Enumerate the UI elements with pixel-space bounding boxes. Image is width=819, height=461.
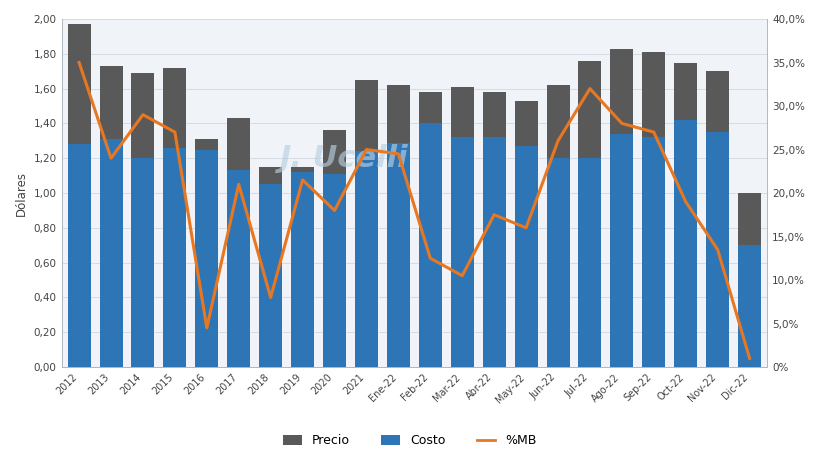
%MB <box>329 207 339 213</box>
Bar <box>291 172 314 367</box>
Bar <box>195 149 218 367</box>
%MB <box>201 325 211 331</box>
Bar <box>450 87 473 367</box>
Bar <box>99 66 122 367</box>
Bar <box>67 144 90 367</box>
%MB <box>584 86 594 91</box>
Bar <box>514 146 537 367</box>
%MB <box>521 225 531 230</box>
Bar <box>577 158 600 367</box>
Bar <box>323 174 346 367</box>
Bar <box>355 151 378 367</box>
Bar <box>705 71 728 367</box>
%MB <box>553 138 563 143</box>
%MB <box>74 60 84 65</box>
Bar <box>131 73 154 367</box>
Bar <box>737 193 760 367</box>
Bar <box>387 142 410 367</box>
Bar <box>99 139 122 367</box>
%MB <box>138 112 147 118</box>
%MB <box>489 212 499 218</box>
Bar <box>355 80 378 367</box>
Bar <box>641 52 664 367</box>
%MB <box>425 255 435 261</box>
Bar <box>641 137 664 367</box>
Bar <box>163 68 186 367</box>
%MB <box>361 147 371 152</box>
Bar <box>67 24 90 367</box>
Line: %MB: %MB <box>79 63 749 358</box>
Bar <box>450 137 473 367</box>
Bar <box>577 61 600 367</box>
Bar <box>482 137 505 367</box>
Text: J. Ucelli: J. Ucelli <box>279 144 408 173</box>
Bar <box>291 167 314 367</box>
Bar <box>514 101 537 367</box>
Bar <box>545 158 569 367</box>
%MB <box>265 295 275 300</box>
%MB <box>616 121 626 126</box>
Bar <box>673 63 696 367</box>
%MB <box>106 155 115 161</box>
Y-axis label: Dólares: Dólares <box>15 171 28 215</box>
%MB <box>712 247 722 252</box>
Bar <box>131 158 154 367</box>
Bar <box>419 124 441 367</box>
Bar <box>673 120 696 367</box>
%MB <box>233 182 243 187</box>
%MB <box>648 130 658 135</box>
Bar <box>227 171 250 367</box>
Bar <box>323 130 346 367</box>
%MB <box>297 177 307 183</box>
%MB <box>170 130 179 135</box>
%MB <box>393 151 403 157</box>
Bar <box>227 118 250 367</box>
Bar <box>609 48 632 367</box>
%MB <box>457 273 467 278</box>
Bar <box>419 92 441 367</box>
Bar <box>545 85 569 367</box>
%MB <box>680 199 690 205</box>
Bar <box>259 184 282 367</box>
Bar <box>482 92 505 367</box>
Bar <box>737 245 760 367</box>
Bar <box>609 134 632 367</box>
%MB <box>744 355 753 361</box>
Bar <box>163 148 186 367</box>
Bar <box>705 132 728 367</box>
Bar <box>259 167 282 367</box>
Legend: Precio, Costo, %MB: Precio, Costo, %MB <box>278 430 541 452</box>
Bar <box>387 85 410 367</box>
Bar <box>195 139 218 367</box>
